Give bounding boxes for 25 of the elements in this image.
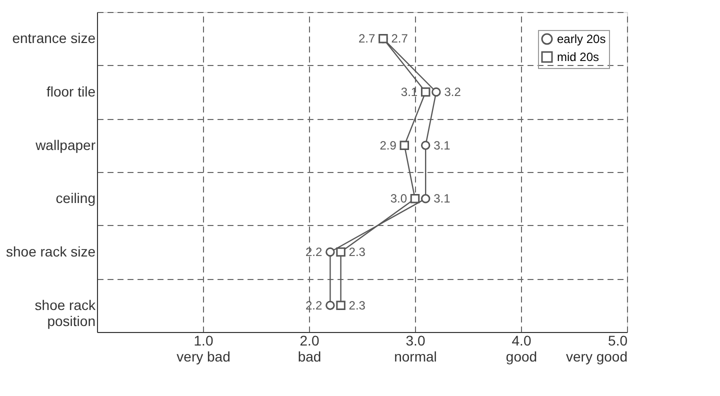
data-label: 2.3 xyxy=(348,245,366,259)
data-label: 2.2 xyxy=(306,245,323,259)
x-tick-label: 1.0 very bad xyxy=(176,332,230,364)
legend-label: mid 20s xyxy=(557,50,600,64)
data-label: 3.1 xyxy=(434,138,451,152)
y-tick-label: wallpaper xyxy=(34,136,96,153)
data-label: 2.2 xyxy=(306,298,323,312)
x-tick-label: 2.0 bad xyxy=(298,332,322,364)
y-tick-label: shoe rack size xyxy=(6,244,96,260)
x-tick-label: 5.0 very good xyxy=(566,332,628,364)
data-label: 2.7 xyxy=(358,32,376,46)
data-label: 3.2 xyxy=(444,85,462,99)
x-tick-label: 4.0 good xyxy=(506,332,538,364)
data-label: 2.3 xyxy=(348,298,366,312)
data-label: 3.1 xyxy=(434,192,451,206)
legend-label: early 20s xyxy=(557,32,606,46)
y-tick-label: ceiling xyxy=(56,190,96,206)
x-tick-label: 3.0 normal xyxy=(394,332,437,364)
data-label: 3.1 xyxy=(400,85,418,99)
data-label: 2.7 xyxy=(391,32,408,46)
y-tick-label: entrance size xyxy=(12,30,96,46)
data-label: 3.0 xyxy=(390,192,408,206)
y-tick-label: shoe rack position xyxy=(34,296,96,329)
y-tick-label: floor tile xyxy=(46,84,96,100)
data-label: 2.9 xyxy=(380,138,397,152)
